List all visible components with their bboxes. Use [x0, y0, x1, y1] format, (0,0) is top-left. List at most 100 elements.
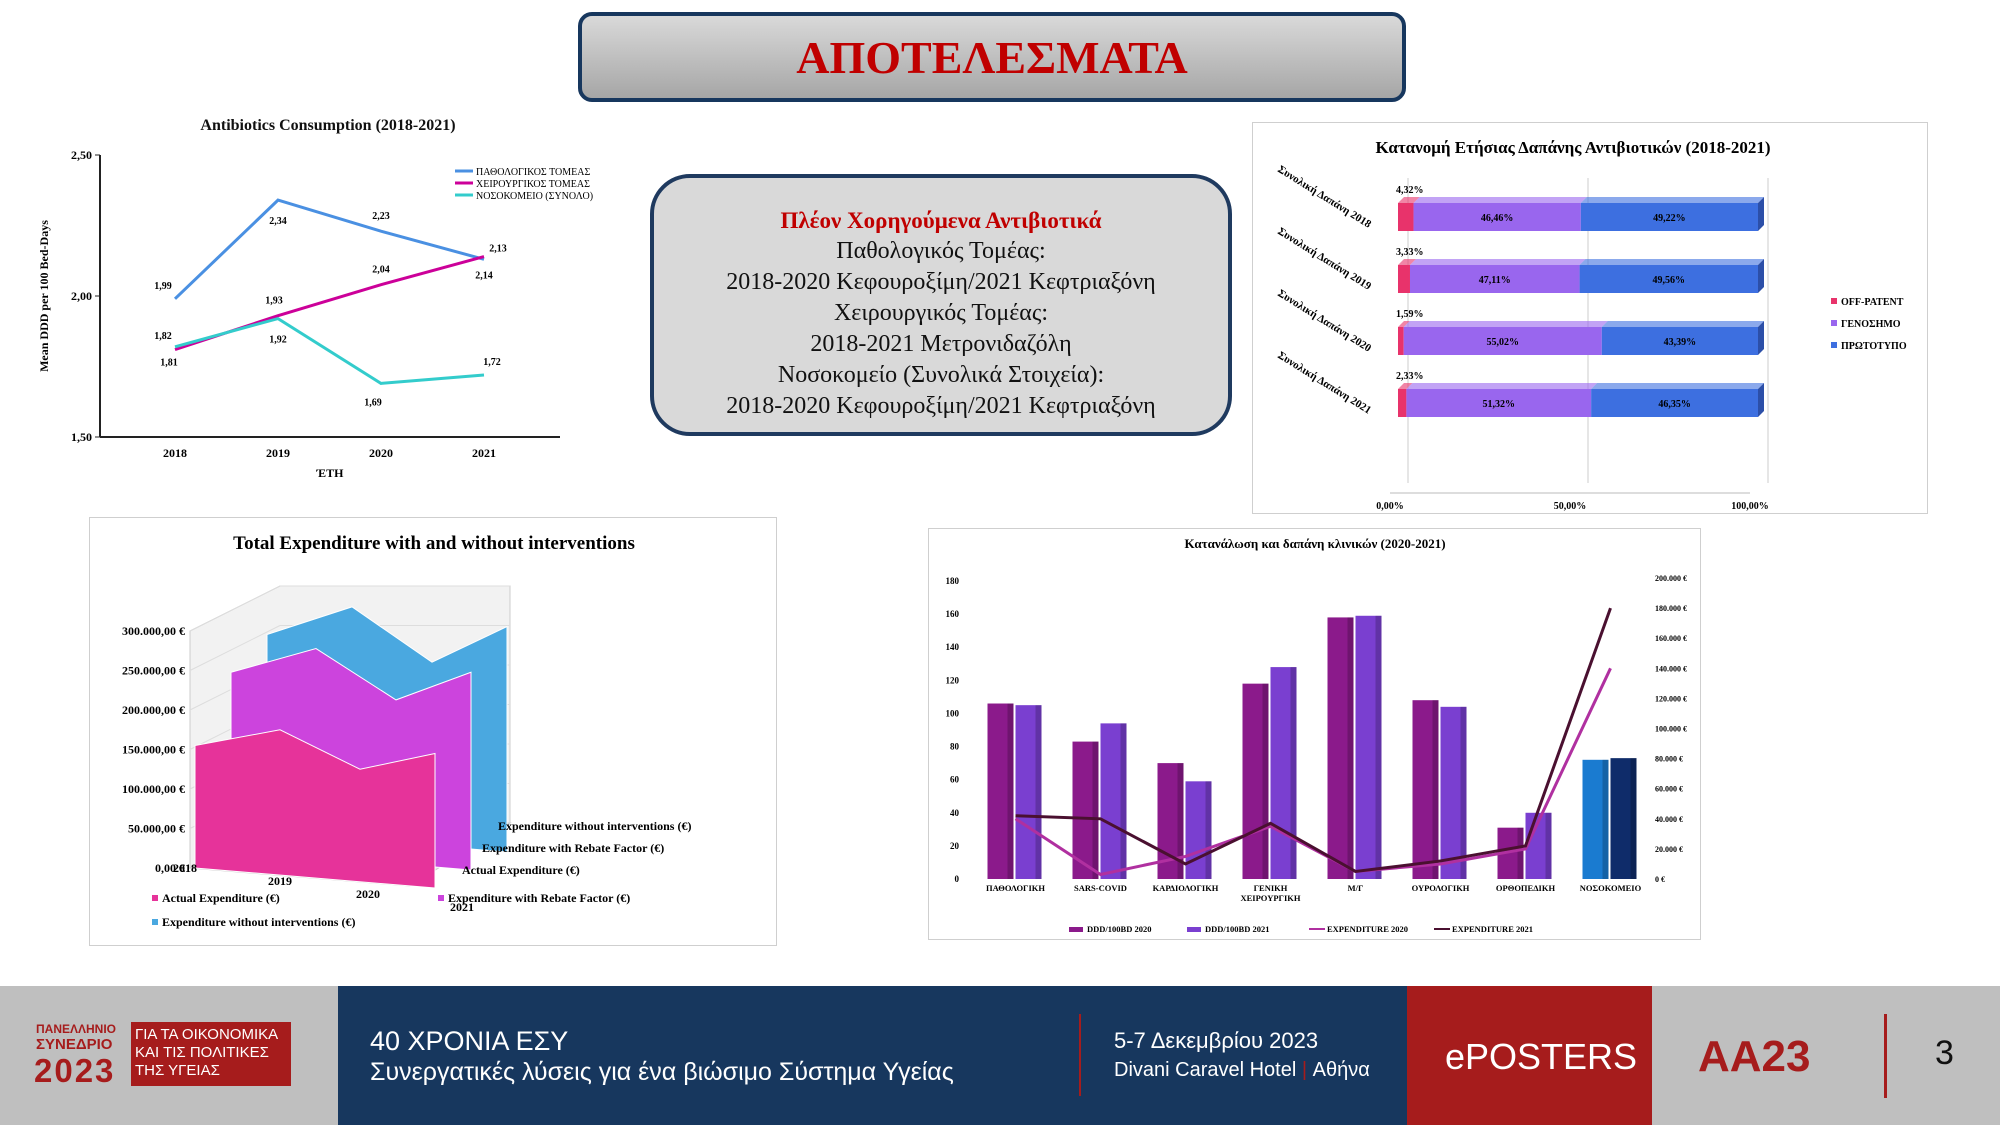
page-title: ΑΠΟΤΕΛΕΣΜΑΤΑ [796, 31, 1188, 83]
bar-top [1398, 197, 1420, 203]
footer-divider [1079, 1014, 1081, 1096]
info-line: Νοσοκομείο (Συνολικά Στοιχεία): [777, 362, 1105, 388]
legend-label: ΓΕΝΟΣΗΜΟ [1841, 319, 1901, 330]
series-depth-label: Expenditure with Rebate Factor (€) [482, 841, 664, 855]
org-line1: ΠΑΝΕΛΛΗΝΙΟ [36, 1022, 117, 1036]
bar-segment [1579, 265, 1758, 293]
bar-side [1758, 383, 1764, 417]
data-label: 46,35% [1658, 399, 1691, 410]
y-tick-label: 100 [946, 708, 960, 718]
x-tick-label: 2020 [356, 887, 380, 901]
data-label: 2,33% [1396, 371, 1424, 382]
info-line: Παθολογικός Τομέας: [836, 238, 1046, 264]
data-label: 1,93 [265, 296, 283, 307]
org-year: 2023 [34, 1052, 116, 1089]
bar-segment [1413, 203, 1581, 231]
y2-tick-label: 160.000 € [1655, 634, 1687, 643]
chart-title: Total Expenditure with and without inter… [233, 533, 635, 554]
bar [1072, 741, 1099, 879]
info-line: 2018-2020 Κεφουροξίμη/2021 Κεφτριαξόνη [726, 269, 1156, 295]
y2-tick-label: 40.000 € [1655, 815, 1683, 824]
x-tick-label: 2020 [369, 446, 393, 460]
bar-shade [1375, 615, 1382, 879]
bar-shade [1290, 667, 1297, 879]
bar-top [1409, 259, 1586, 265]
footer-eposters-block: ePOSTERS [1407, 986, 1652, 1125]
event-subtitle: Συνεργατικές λύσεις για ένα βιώσιμο Σύστ… [370, 1058, 954, 1086]
total-expenditure-panel: Total Expenditure with and without inter… [89, 517, 777, 946]
bar-shade [1545, 812, 1552, 879]
bar-shade [1205, 781, 1212, 879]
gridline [189, 585, 281, 632]
category-label: ΚΑΡΔΙΟΛΟΓΙΚΗ [1153, 883, 1219, 893]
y2-tick-label: 120.000 € [1655, 694, 1687, 703]
y-tick-label: 40 [950, 808, 960, 818]
category-label: Συνολική Δαπάνη 2020 [1275, 287, 1373, 355]
bar-segment [1406, 389, 1592, 417]
bar-top [1413, 197, 1587, 203]
chart-title: Antibiotics Consumption (2018-2021) [200, 117, 455, 134]
x-tick-label: 2021 [472, 446, 496, 460]
data-label: 1,69 [364, 397, 382, 408]
footer: ΠΑΝΕΛΛΗΝΙΟ ΣΥΝΕΔΡΙΟ 2023 ΓΙΑ ΤΑ ΟΙΚΟΝΟΜΙ… [0, 986, 2000, 1125]
event-venue-line: Divani Caravel Hotel | Αθήνα [1114, 1059, 1370, 1081]
bar-top [1580, 197, 1764, 203]
data-label: 2,34 [269, 216, 287, 227]
category-label: SARS-COVID [1074, 883, 1127, 893]
info-line: Χειρουργικός Τομέας: [833, 300, 1049, 326]
category-label: Συνολική Δαπάνη 2021 [1275, 349, 1373, 416]
bar [1582, 759, 1609, 879]
bar [1355, 615, 1382, 879]
event-date: 5-7 Δεκεμβρίου 2023 [1114, 1028, 1319, 1053]
y2-tick-label: 140.000 € [1655, 664, 1687, 673]
data-label: 1,92 [269, 335, 287, 346]
info-box: Πλέον Χορηγούμενα Αντιβιοτικά Παθολογικό… [650, 174, 1232, 436]
clinic-consumption-chart: Κατανάλωση και δαπάνη κλινικών (2020-202… [946, 536, 1688, 934]
y-tick-label: 250.000,00 € [122, 664, 185, 678]
series-depth-label: Expenditure without interventions (€) [498, 819, 691, 833]
page-number: 3 [1935, 1034, 1954, 1072]
legend-label: Expenditure with Rebate Factor (€) [448, 891, 630, 905]
data-label: 47,11% [1479, 275, 1511, 286]
x-tick-label: 100,00% [1731, 501, 1769, 512]
category-label: ΓΕΝΙΚΗ [1254, 883, 1288, 893]
series-depth-label: Actual Expenditure (€) [462, 863, 580, 877]
legend-swatch [1831, 320, 1837, 326]
legend-label: OFF-PATENT [1841, 297, 1904, 308]
bar [1610, 758, 1637, 879]
bar [1440, 706, 1467, 879]
legend-swatch [1831, 342, 1837, 348]
bar-shade [1432, 700, 1439, 879]
category-label: ΝΟΣΟΚΟΜΕΙΟ [1580, 883, 1642, 893]
bar-side [1758, 259, 1764, 293]
data-label: 46,46% [1481, 213, 1514, 224]
data-label: 49,22% [1653, 213, 1686, 224]
bar-shade [1177, 763, 1184, 879]
legend-swatch [1187, 927, 1201, 932]
bar-top [1398, 259, 1416, 265]
legend-swatch [1831, 298, 1837, 304]
bar-shade [1630, 758, 1637, 879]
y-tick-label: 2,50 [71, 148, 92, 162]
data-label: 2,23 [372, 211, 390, 222]
bar-side [1758, 197, 1764, 231]
data-label: 2,04 [372, 265, 390, 276]
x-tick-label: 2019 [268, 874, 292, 888]
category-label: ΧΕΙΡΟΥΡΓΙΚΗ [1241, 893, 1301, 903]
chart-title: Κατανάλωση και δαπάνη κλινικών (2020-202… [1184, 536, 1445, 551]
data-label: 1,99 [154, 281, 172, 292]
bar-segment [1398, 389, 1407, 417]
x-tick-label: 2018 [173, 861, 197, 875]
bar-top [1591, 383, 1764, 389]
bar-side [1758, 321, 1764, 355]
legend-label: EXPENDITURE 2021 [1452, 924, 1533, 934]
legend-label: ΠΡΩΤΟΤΥΠΟ [1841, 341, 1907, 352]
y-axis-title: Mean DDD per 100 Bed-Days [37, 220, 51, 372]
category-label: ΟΥΡΟΛΟΓΙΚΗ [1412, 883, 1470, 893]
org-tag2: ΚΑΙ ΤΙΣ ΠΟΛΙΤΙΚΕΣ [135, 1044, 269, 1061]
poster-code: ΑΑ23 [1698, 1032, 1811, 1081]
y-tick-label: 100.000,00 € [122, 782, 185, 796]
bar-shade [1262, 683, 1269, 879]
category-label: Συνολική Δαπάνη 2019 [1275, 225, 1373, 293]
info-line: 2018-2020 Κεφουροξίμη/2021 Κεφτριαξόνη [726, 393, 1156, 419]
